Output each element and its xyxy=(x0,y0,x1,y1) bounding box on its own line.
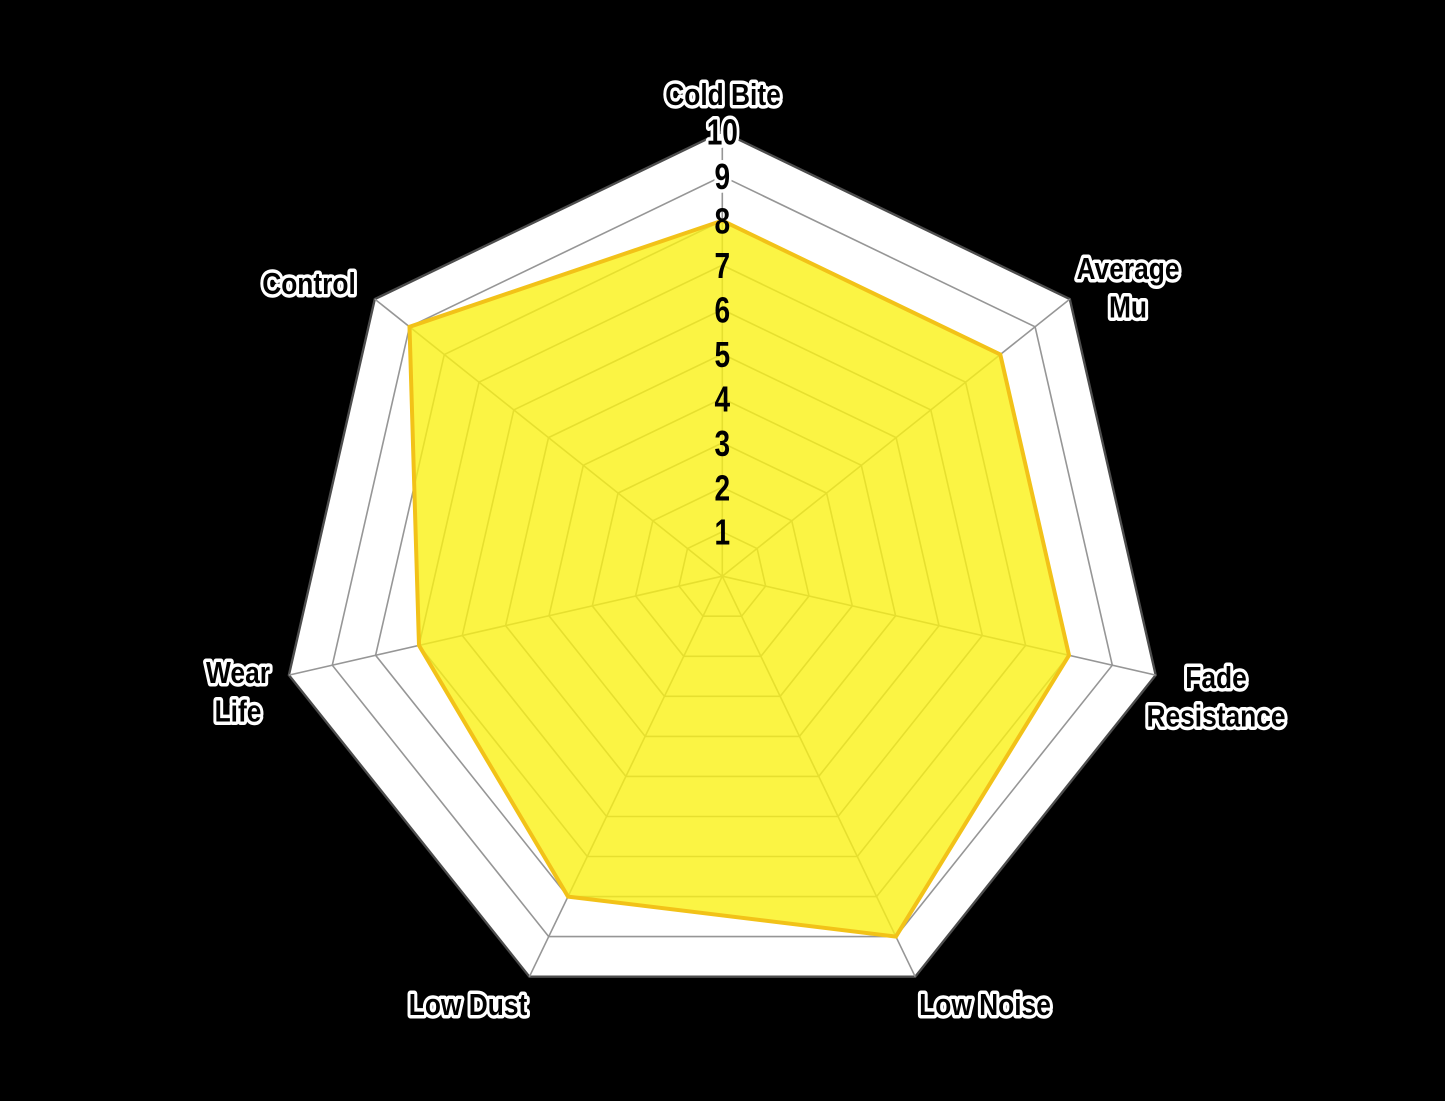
axis-label-low-dust: Low Dust xyxy=(409,988,528,1022)
axis-label-fade-resistance-line2: Resistance xyxy=(1146,700,1285,734)
axis-label-wear-life-line1: Wear xyxy=(206,656,270,690)
tick-label-4: 4 xyxy=(714,379,730,419)
tick-label-10: 10 xyxy=(707,112,738,152)
axis-label-average-mu-line1: Average xyxy=(1077,252,1180,286)
axis-label-fade-resistance-line1: Fade xyxy=(1185,661,1246,695)
data-polygon xyxy=(407,218,1072,939)
tick-label-8: 8 xyxy=(714,201,730,241)
tick-label-2: 2 xyxy=(714,468,730,508)
axis-label-cold-bite: Cold Bite xyxy=(665,78,781,112)
tick-label-6: 6 xyxy=(714,290,730,330)
tick-label-5: 5 xyxy=(714,335,730,375)
axis-label-control: Control xyxy=(262,267,356,301)
tick-label-7: 7 xyxy=(714,246,730,286)
tick-label-3: 3 xyxy=(714,423,730,463)
axis-label-low-noise: Low Noise xyxy=(919,988,1051,1022)
tick-label-9: 9 xyxy=(714,157,730,197)
grid-ring-9 xyxy=(331,175,1114,938)
axis-label-wear-life-line2: Life xyxy=(215,695,262,729)
tick-label-1: 1 xyxy=(714,512,730,552)
axis-label-average-mu-line2: Mu xyxy=(1109,291,1147,325)
